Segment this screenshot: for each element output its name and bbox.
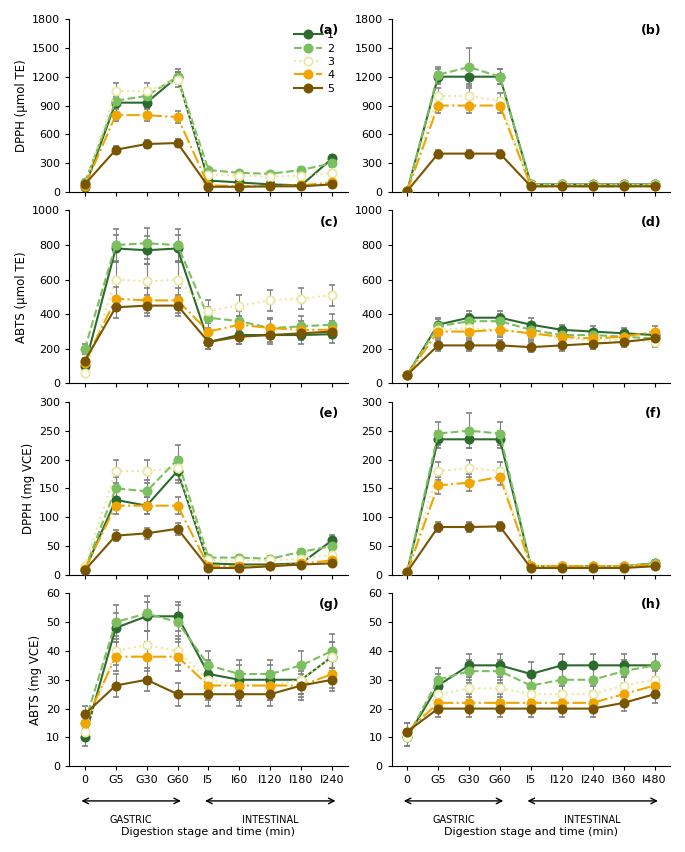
Text: INTESTINAL: INTESTINAL <box>564 815 621 825</box>
Text: (h): (h) <box>641 598 662 612</box>
Legend: 1, 2, 3, 4, 5: 1, 2, 3, 4, 5 <box>292 28 336 95</box>
X-axis label: Digestion stage and time (min): Digestion stage and time (min) <box>444 827 618 837</box>
Text: GASTRIC: GASTRIC <box>432 815 475 825</box>
Text: (f): (f) <box>645 407 662 420</box>
Text: INTESTINAL: INTESTINAL <box>242 815 299 825</box>
Text: (d): (d) <box>641 216 662 228</box>
Y-axis label: DPPH (μmol TE): DPPH (μmol TE) <box>15 59 28 152</box>
Text: (a): (a) <box>319 24 339 37</box>
Y-axis label: DPPH (mg VCE): DPPH (mg VCE) <box>22 443 35 534</box>
Text: (c): (c) <box>320 216 339 228</box>
Text: (g): (g) <box>319 598 339 612</box>
Y-axis label: ABTS (mg VCE): ABTS (mg VCE) <box>29 635 42 725</box>
Y-axis label: ABTS (μmol TE): ABTS (μmol TE) <box>15 251 28 343</box>
Text: (e): (e) <box>319 407 339 420</box>
Text: GASTRIC: GASTRIC <box>110 815 153 825</box>
X-axis label: Digestion stage and time (min): Digestion stage and time (min) <box>121 827 295 837</box>
Text: (b): (b) <box>641 24 662 37</box>
